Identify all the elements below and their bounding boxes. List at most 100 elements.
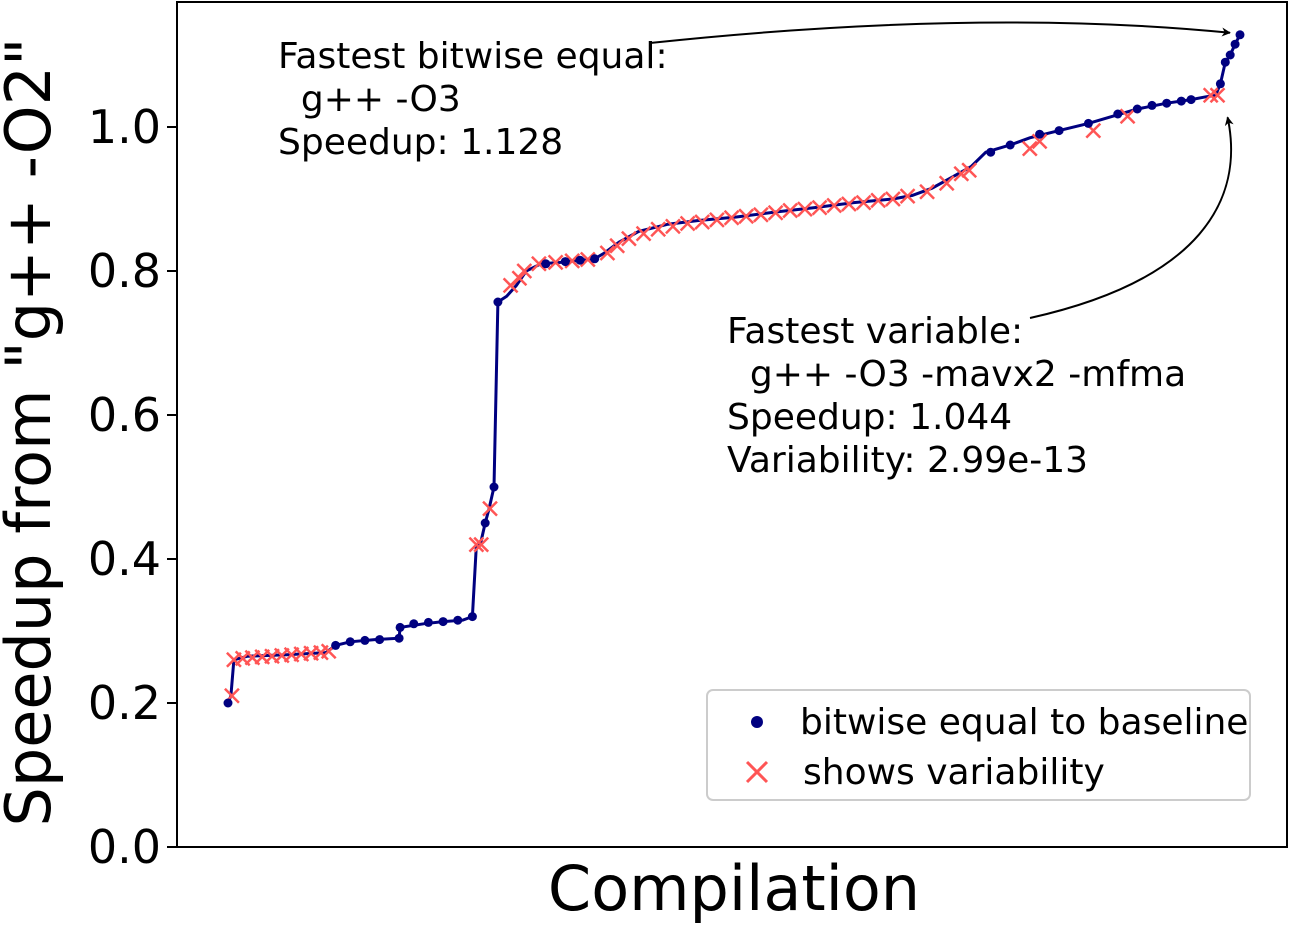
- variable-point-37: [811, 199, 828, 216]
- bitwise-point-14: [493, 297, 503, 307]
- svg-text:Fastest bitwise equal:: Fastest bitwise equal: g++ -O3 Speedup: …: [278, 36, 748, 163]
- y-tick-label-5: 1.0: [88, 100, 161, 154]
- variable-point-20: [564, 253, 581, 269]
- y-tick-label-1: 0.2: [88, 676, 161, 730]
- variable-point-53: [1209, 87, 1226, 104]
- bitwise-point-32: [1225, 50, 1235, 60]
- bitwise-point-31: [1220, 57, 1230, 67]
- bitwise-point-5: [394, 633, 404, 643]
- bitwise-point-21: [1035, 129, 1045, 139]
- variable-point-48: [1021, 140, 1038, 157]
- bitwise-point-12: [480, 518, 490, 528]
- bitwise-point-19: [986, 147, 996, 157]
- variable-point-41: [870, 192, 887, 209]
- bitwise-point-10: [453, 615, 463, 625]
- variable-point-16: [511, 270, 528, 287]
- y-tick-label-4: 0.8: [88, 244, 161, 298]
- variable-point-38: [826, 197, 843, 214]
- variable-point-25: [635, 225, 652, 242]
- bitwise-point-9: [438, 617, 448, 627]
- bitwise-point-11: [467, 612, 477, 622]
- bitwise-point-27: [1162, 98, 1172, 108]
- bitwise-point-16: [560, 257, 570, 267]
- variable-point-28: [679, 215, 696, 232]
- variable-point-31: [723, 209, 740, 226]
- bitwise-point-7: [409, 619, 419, 629]
- variable-point-46: [953, 165, 970, 182]
- variable-point-47: [961, 162, 978, 179]
- bitwise-point-13: [489, 482, 499, 492]
- bitwise-point-22: [1054, 126, 1064, 136]
- variable-point-14: [482, 500, 498, 517]
- bitwise-point-23: [1083, 118, 1093, 128]
- variable-point-36: [797, 201, 813, 217]
- annotation-2-line-1: Fastest variable:: [727, 311, 1023, 352]
- variable-point-12: [468, 536, 485, 553]
- annotation-1-line-1: Fastest bitwise equal:: [278, 36, 668, 77]
- bitwise-point-15: [541, 259, 551, 269]
- variable-point-23: [609, 237, 626, 254]
- legend-box: [706, 689, 1251, 801]
- bitwise-point-3: [360, 635, 370, 645]
- variable-point-40: [855, 194, 872, 211]
- variable-point-24: [621, 230, 637, 247]
- variable-point-17: [516, 263, 533, 279]
- variable-point-30: [709, 212, 725, 228]
- variable-point-29: [694, 214, 711, 230]
- bitwise-point-24: [1113, 109, 1123, 119]
- bitwise-point-1: [331, 640, 341, 650]
- bitwise-point-29: [1186, 95, 1196, 105]
- variable-point-26: [650, 221, 667, 238]
- legend: bitwise equal to baseline shows variabil…: [706, 689, 1251, 801]
- bitwise-point-33: [1230, 39, 1240, 49]
- variable-point-51: [1119, 108, 1136, 125]
- bitwise-markers: [223, 30, 1245, 708]
- y-axis: 0.0 0.2 0.4 0.6 0.8 1.0: [88, 100, 177, 874]
- variable-point-21: [579, 251, 596, 268]
- variable-point-13: [473, 536, 490, 553]
- variable-point-27: [665, 218, 681, 235]
- annotation-1-line-3: Speedup: 1.128: [278, 122, 563, 163]
- annotation-1-line-2: g++ -O3: [278, 79, 461, 120]
- variable-point-35: [782, 202, 799, 219]
- annotation-fastest-variable: Fastest variable: g++ -O3 -mavx2 -mfma S…: [727, 116, 1266, 481]
- svg-text:Fastest variable: g++: Fastest variable: g++ -O3 -mavx2 -mfma S…: [727, 311, 1266, 481]
- variable-point-33: [753, 206, 769, 223]
- bitwise-point-18: [590, 254, 600, 264]
- legend-label-bitwise: bitwise equal to baseline: [800, 702, 1248, 743]
- variable-point-49: [1031, 133, 1048, 150]
- y-tick-label-0: 0.0: [88, 820, 161, 874]
- plot-area: [223, 30, 1245, 708]
- bitwise-point-8: [423, 617, 433, 627]
- annotation-1-arrow: [649, 21, 1231, 44]
- bitwise-point-0: [223, 698, 233, 708]
- variable-point-19: [547, 254, 564, 271]
- annotation-2-line-4: Variability: 2.99e-13: [727, 440, 1088, 481]
- bitwise-point-2: [345, 637, 355, 647]
- y-axis-label: Speedup from "g++ -O2": [0, 37, 65, 826]
- variable-point-45: [938, 175, 955, 192]
- annotation-2-arrow: [1029, 116, 1234, 319]
- variable-point-52: [1202, 87, 1219, 104]
- variable-point-44: [919, 183, 935, 200]
- x-axis-label: Compilation: [548, 852, 920, 925]
- variable-point-34: [767, 204, 784, 221]
- bitwise-point-26: [1147, 100, 1157, 110]
- bitwise-point-4: [375, 635, 385, 645]
- bitwise-point-30: [1215, 79, 1225, 89]
- bitwise-point-28: [1176, 96, 1186, 106]
- legend-marker-variable: [745, 760, 769, 784]
- variable-point-39: [841, 196, 857, 212]
- variable-point-22: [599, 245, 616, 261]
- bitwise-point-6: [395, 622, 405, 632]
- plot-frame: [176, 1, 1288, 848]
- y-tick-label-2: 0.4: [88, 532, 161, 586]
- bitwise-point-20: [1005, 140, 1015, 150]
- bitwise-point-34: [1235, 30, 1245, 40]
- annotation-fastest-bitwise: Fastest bitwise equal: g++ -O3 Speedup: …: [278, 21, 1231, 163]
- annotation-2-line-3: Speedup: 1.044: [727, 397, 1012, 438]
- variable-point-43: [899, 188, 916, 204]
- variable-markers: [224, 87, 1226, 704]
- variable-point-18: [531, 255, 547, 272]
